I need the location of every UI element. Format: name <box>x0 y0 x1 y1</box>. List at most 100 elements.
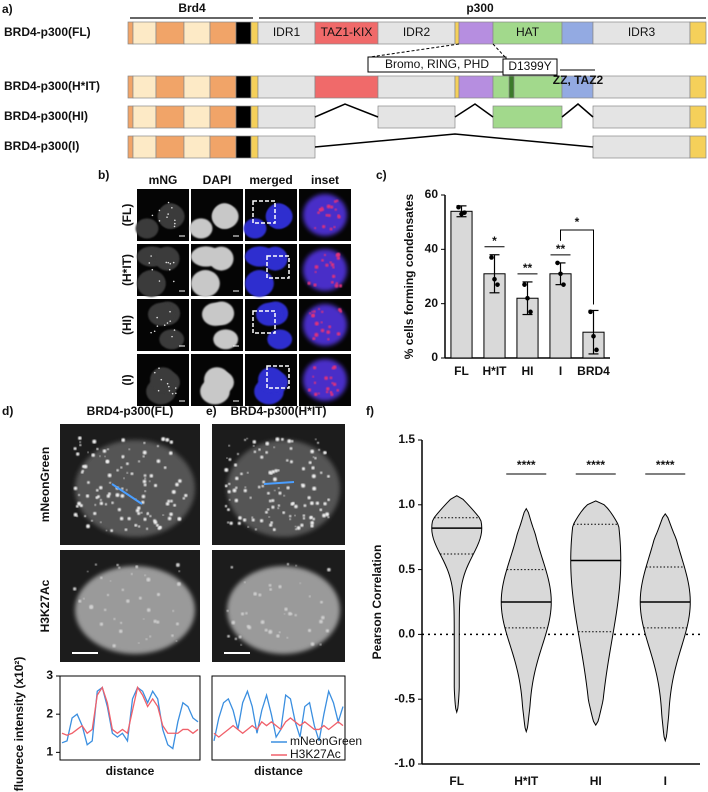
speckle <box>301 467 306 471</box>
domain <box>183 135 211 159</box>
panel-label: d) <box>2 404 13 418</box>
speckle <box>160 378 163 381</box>
domain <box>592 75 691 99</box>
y-tick-label: 1 <box>46 745 53 759</box>
speckle <box>169 440 174 444</box>
speckle <box>227 490 231 494</box>
speckle <box>300 483 303 486</box>
speckle <box>115 493 120 497</box>
speckle <box>146 527 149 530</box>
speckle <box>323 451 327 455</box>
speckle <box>85 494 90 498</box>
speckle <box>324 376 329 381</box>
speckle <box>99 486 103 490</box>
y-axis-label: fluorece intensity (x10²) <box>12 657 26 792</box>
speckle <box>265 441 270 446</box>
speckle <box>174 219 176 222</box>
speckle <box>142 479 147 484</box>
speckle <box>161 437 166 442</box>
data-point <box>489 255 494 260</box>
y-tick-label: 0.5 <box>398 562 415 576</box>
speckle <box>309 312 312 315</box>
speckle <box>102 449 107 453</box>
speckle <box>167 516 172 521</box>
zoom-box <box>266 255 290 279</box>
speckle <box>333 200 337 203</box>
speckle <box>158 280 161 282</box>
speckle <box>128 448 131 451</box>
zoom-box <box>252 310 276 334</box>
speckle <box>307 388 312 392</box>
nucleus <box>190 270 220 297</box>
speckle <box>327 498 330 502</box>
speckle <box>325 629 330 633</box>
speckle <box>321 208 325 212</box>
domain <box>458 21 494 45</box>
speckle <box>107 473 112 478</box>
speckle <box>100 521 102 523</box>
data-point <box>522 282 527 287</box>
speckle <box>100 576 103 580</box>
speckle <box>165 502 170 506</box>
speckle <box>335 253 340 258</box>
y-tick-label: 0 <box>431 350 438 364</box>
speckle <box>153 483 158 488</box>
speckle <box>79 444 82 447</box>
speckle <box>86 524 90 529</box>
speckle <box>327 567 331 572</box>
domain-label: HAT <box>516 25 540 39</box>
y-tick-label: 40 <box>425 242 439 256</box>
speckle <box>312 517 316 521</box>
speckle <box>166 216 168 218</box>
y-tick-label: 1.0 <box>398 497 415 511</box>
data-point <box>492 276 497 282</box>
speckle <box>325 390 329 394</box>
legend-label: H3K27Ac <box>290 747 341 761</box>
speckle <box>283 494 285 497</box>
domain <box>209 105 237 129</box>
speckle <box>77 501 82 506</box>
speckle <box>127 517 131 521</box>
speckle <box>240 472 243 476</box>
speckle <box>323 253 327 257</box>
speckle <box>287 439 292 444</box>
speckle <box>323 502 327 506</box>
speckle <box>327 516 330 519</box>
domain <box>183 105 211 129</box>
deletion <box>314 133 594 148</box>
speckle <box>267 491 270 495</box>
speckle <box>319 643 322 646</box>
row-label: (I) <box>120 374 134 385</box>
speckle <box>338 284 343 288</box>
nucleus <box>157 204 185 229</box>
speckle <box>110 529 114 533</box>
speckle <box>166 382 169 385</box>
speckle <box>327 475 330 478</box>
speckle <box>167 201 170 204</box>
nucleus <box>211 204 239 229</box>
domain <box>508 75 515 99</box>
domain <box>689 105 707 129</box>
row-label: (HI) <box>120 315 134 335</box>
speckle <box>76 452 80 456</box>
speckle <box>150 331 152 334</box>
speckle <box>156 316 158 319</box>
x-tick-label: FL <box>449 774 464 788</box>
speckle <box>274 469 278 473</box>
nucleus <box>208 246 234 271</box>
speckle <box>332 266 335 269</box>
speckle <box>120 494 125 498</box>
domain <box>127 135 134 159</box>
speckle <box>315 438 317 441</box>
speckle <box>184 493 188 498</box>
speckle <box>143 474 147 477</box>
data-point <box>594 347 599 353</box>
speckle <box>310 521 314 525</box>
group-label: Brd4 <box>178 1 206 15</box>
speckle <box>289 515 292 518</box>
y-axis-label: % cells forming condensates <box>402 193 416 359</box>
speckle <box>143 618 145 620</box>
speckle <box>156 445 159 448</box>
speckle <box>96 447 99 451</box>
speckle <box>156 620 160 624</box>
